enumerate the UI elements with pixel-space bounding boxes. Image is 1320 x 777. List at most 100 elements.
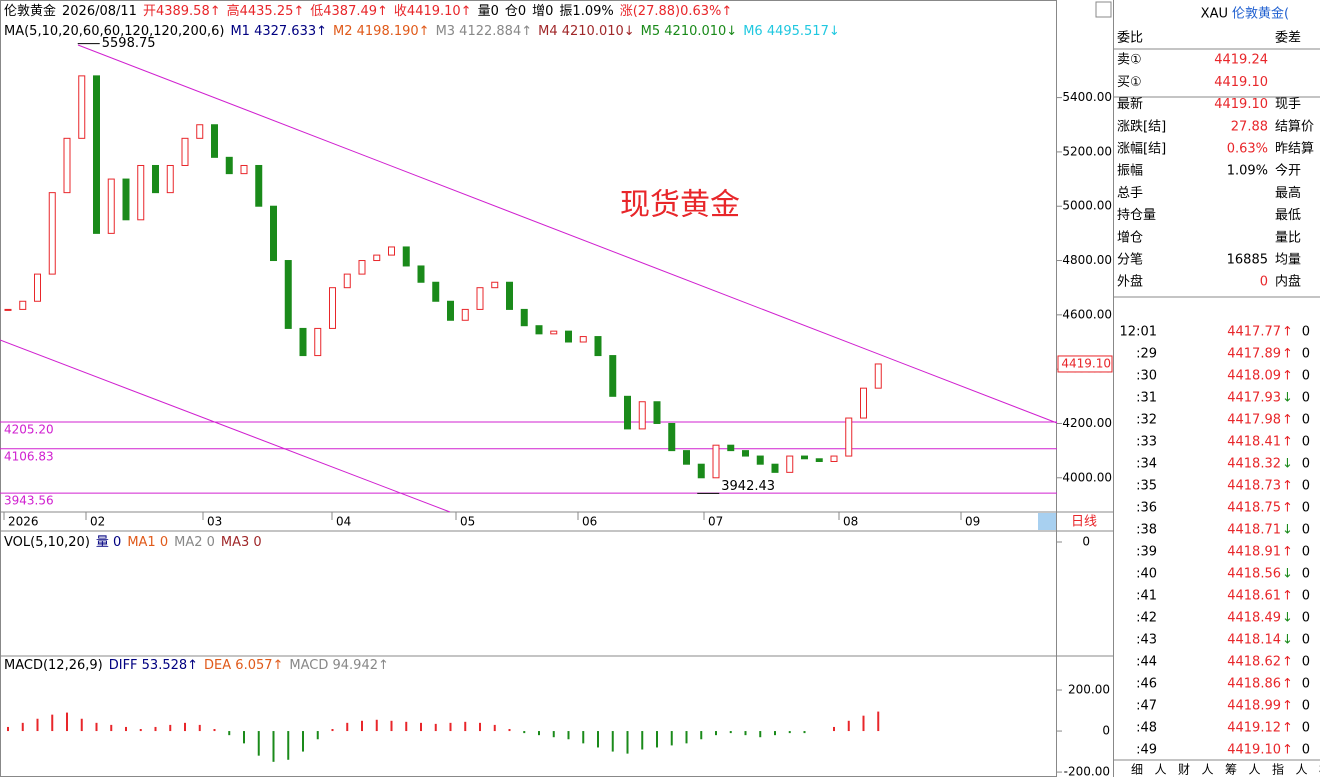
last-price: 4419.10: [1061, 356, 1111, 370]
tick-time: :40: [1136, 567, 1157, 582]
tick-time: :44: [1136, 655, 1157, 670]
legend-item: M1 4327.633↑: [230, 24, 327, 39]
tick-time: :38: [1136, 523, 1157, 538]
tick-time: :43: [1136, 633, 1157, 648]
tab[interactable]: 人: [1295, 763, 1307, 777]
tick-arrow: ↑: [1282, 347, 1293, 362]
tick-arrow: ↑: [1282, 325, 1293, 340]
x-tick-label: 07: [708, 515, 723, 529]
quote-label: 振幅: [1117, 164, 1143, 179]
legend-item: M2 4198.190↑: [333, 24, 430, 39]
tick-time: :35: [1136, 479, 1157, 494]
candle: [402, 246, 410, 267]
tick-arrow: ↓: [1282, 633, 1293, 648]
candle: [786, 455, 794, 473]
quote-value: 4419.24: [1214, 53, 1268, 68]
candle: [240, 164, 248, 175]
tick-time: :41: [1136, 589, 1157, 604]
legend-item: 增0: [532, 4, 553, 19]
tick-time: :30: [1136, 369, 1157, 384]
annotation: 5598.75: [102, 36, 156, 51]
tick-volume: 0: [1302, 523, 1310, 538]
candle: [196, 124, 204, 139]
legend-item: 2026/08/11: [62, 4, 137, 19]
tick-time: :33: [1136, 435, 1157, 450]
scroll-thumb[interactable]: [1038, 513, 1056, 530]
legend-item: M4 4210.010↓: [538, 24, 635, 39]
legend-item: 量 0: [96, 535, 121, 550]
level-label: 4106.83: [4, 449, 54, 463]
tab[interactable]: 指: [1272, 762, 1284, 777]
candle: [152, 164, 159, 194]
y-tick-label: 0: [1082, 535, 1090, 549]
tick-time: :39: [1136, 545, 1157, 560]
legend-item: MA3 0: [221, 535, 262, 550]
candle: [506, 281, 513, 310]
tick-price: 4419.12: [1227, 721, 1281, 736]
tab[interactable]: 板: [1319, 763, 1320, 777]
symbol-name: 伦敦黄金(: [1232, 6, 1289, 22]
tab[interactable]: 财: [1178, 763, 1190, 777]
tick-arrow: ↑: [1282, 743, 1293, 758]
candle: [4, 308, 12, 311]
tick-volume: 0: [1302, 325, 1310, 340]
candle: [447, 300, 454, 321]
candle: [358, 260, 366, 275]
period-label[interactable]: 日线: [1071, 515, 1097, 530]
tick-time: :32: [1136, 413, 1157, 428]
level-label: 4205.20: [4, 423, 54, 437]
tick-time: :48: [1136, 721, 1157, 736]
quote-label: 量比: [1275, 230, 1301, 245]
tick-arrow: ↓: [1282, 567, 1293, 582]
tab[interactable]: 细: [1131, 763, 1143, 777]
tick-arrow: ↑: [1282, 501, 1293, 516]
chart-title: 现货黄金: [620, 188, 740, 223]
tick-volume: 0: [1302, 633, 1310, 648]
legend-item: DIFF 53.528↑: [109, 658, 198, 673]
y-tick-label: 4000.00: [1062, 470, 1112, 484]
candle: [697, 463, 705, 479]
quote-value: 0: [1260, 275, 1268, 290]
y-tick-label: 0: [1102, 724, 1110, 738]
x-tick-label: 02: [90, 515, 105, 529]
candle: [225, 156, 233, 175]
tick-arrow: ↑: [1282, 721, 1293, 736]
legend-item: 开4389.58↑: [143, 4, 221, 19]
y-tick-label: 4600.00: [1062, 307, 1112, 321]
candle: [34, 273, 41, 302]
quote-label: 内盘: [1275, 274, 1301, 290]
tick-volume: 0: [1302, 545, 1310, 560]
tick-price: 4418.73: [1227, 479, 1281, 494]
candle: [270, 205, 277, 262]
legend-item: VOL(5,10,20): [4, 535, 90, 550]
tick-arrow: ↑: [1282, 413, 1293, 428]
quote-label: 均量: [1275, 253, 1301, 268]
tab[interactable]: 人: [1248, 763, 1260, 777]
legend-item: MA(5,10,20,60,60,120,120,200,6): [4, 24, 224, 39]
tick-time: 12:01: [1120, 325, 1157, 340]
annotation: 3942.43: [721, 479, 775, 494]
tick-price: 4418.14: [1227, 633, 1281, 648]
y-tick-label: 5400.00: [1062, 90, 1112, 104]
tick-price: 4418.09: [1227, 369, 1281, 384]
tick-arrow: ↑: [1282, 369, 1293, 384]
candle: [860, 387, 867, 419]
x-tick-label: 09: [965, 515, 980, 529]
y-tick-label: 4200.00: [1062, 416, 1112, 430]
toggle-button[interactable]: [1095, 1, 1112, 18]
tab[interactable]: 人: [1154, 763, 1166, 777]
tick-arrow: ↑: [1282, 589, 1293, 604]
tick-arrow: ↑: [1282, 545, 1293, 560]
quote-label: 外盘: [1117, 274, 1143, 290]
tab[interactable]: 筹: [1225, 763, 1237, 777]
tick-price: 4419.10: [1227, 743, 1281, 758]
quote-label: 现手: [1275, 97, 1301, 112]
legend-item: MA1 0: [127, 535, 168, 550]
legend-item: 收4419.10↑: [394, 4, 472, 19]
candle: [756, 455, 764, 465]
quote-label: 买①: [1117, 75, 1142, 90]
tick-price: 4417.89: [1227, 347, 1281, 362]
candle: [668, 422, 676, 452]
tab[interactable]: 人: [1201, 763, 1213, 777]
